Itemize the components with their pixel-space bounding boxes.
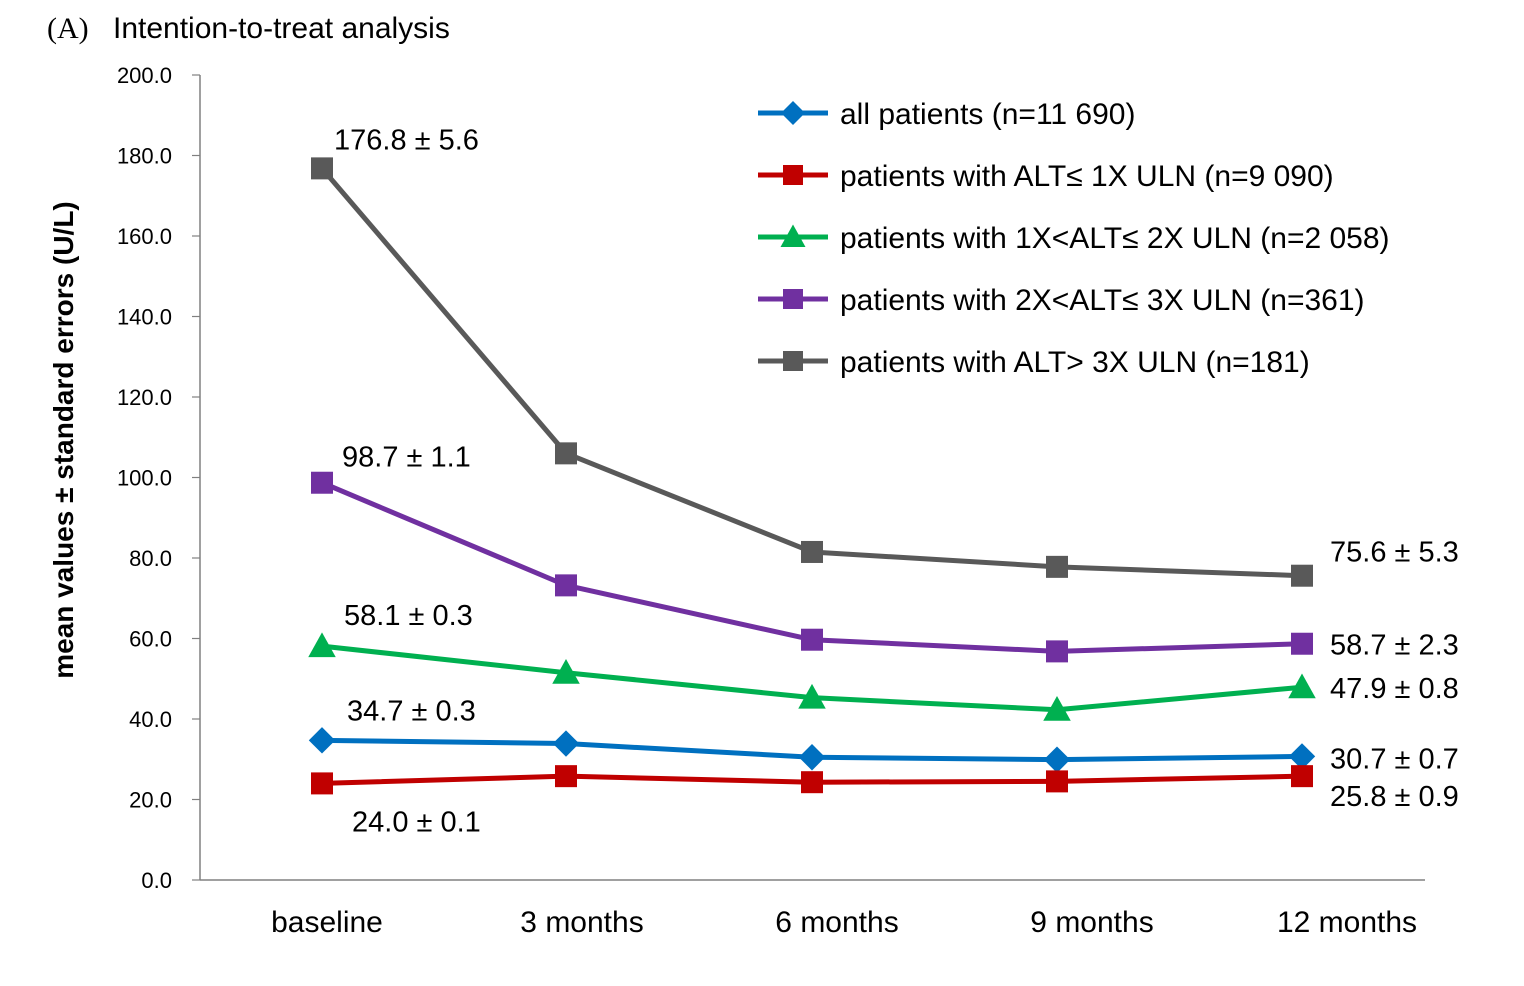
data-label-first: 24.0 ± 0.1 <box>352 806 481 838</box>
y-tick-label: 200.0 <box>117 63 172 88</box>
data-point <box>1043 695 1071 721</box>
data-point <box>311 772 333 795</box>
series-4 <box>311 157 1313 587</box>
data-point <box>1288 743 1316 770</box>
y-tick-label: 100.0 <box>117 466 172 491</box>
data-point <box>1046 770 1068 793</box>
legend-marker <box>783 351 803 371</box>
x-ticks: baseline 3 months 6 months 9 months 12 month… <box>271 906 1417 939</box>
chart-title: Intention-to-treat analysis <box>113 12 450 45</box>
legend-item: all patients (n=11 690) <box>758 98 1135 131</box>
data-point <box>308 727 336 754</box>
data-label-last: 75.6 ± 5.3 <box>1330 537 1459 569</box>
data-point <box>555 442 577 465</box>
y-tick-label: 180.0 <box>117 144 172 169</box>
legend-item: patients with ALT> 3X ULN (n=181) <box>758 346 1310 379</box>
legend-label: patients with ALT> 3X ULN (n=181) <box>840 346 1310 379</box>
data-label-first: 98.7 ± 1.1 <box>342 442 471 474</box>
legend-label: all patients (n=11 690) <box>840 98 1135 131</box>
series-1 <box>311 765 1313 795</box>
data-point <box>1043 746 1071 773</box>
series-group <box>308 157 1316 795</box>
data-labels: 34.7 ± 0.3 30.7 ± 0.7 24.0 ± 0.1 25.8 ± 0.9… <box>334 124 1459 838</box>
legend-item: patients with 1X<ALT≤ 2X ULN (n=2 058) <box>758 222 1390 255</box>
data-point <box>552 730 580 757</box>
x-tick-label: 3 months <box>520 906 643 939</box>
y-tick-label: 40.0 <box>129 707 172 732</box>
series-0 <box>308 727 1316 773</box>
x-tick-label: baseline <box>271 906 383 939</box>
y-axis-label: mean values ± standard errors (U/L) <box>48 201 79 679</box>
x-tick-label: 6 months <box>775 906 898 939</box>
data-point <box>801 540 823 563</box>
data-point <box>1291 632 1313 655</box>
data-label-last: 47.9 ± 0.8 <box>1330 673 1459 705</box>
x-tick-label: 12 months <box>1277 906 1417 939</box>
data-label-last: 58.7 ± 2.3 <box>1330 630 1459 662</box>
data-point <box>1046 640 1068 663</box>
y-tick-label: 160.0 <box>117 224 172 249</box>
data-label-last: 30.7 ± 0.7 <box>1330 743 1459 775</box>
data-point <box>555 765 577 788</box>
legend-marker <box>780 224 806 247</box>
legend-item: patients with 2X<ALT≤ 3X ULN (n=361) <box>758 284 1365 317</box>
data-point <box>1291 564 1313 587</box>
data-point <box>1291 765 1313 788</box>
data-label-first: 58.1 ± 0.3 <box>344 600 473 632</box>
legend-label: patients with 1X<ALT≤ 2X ULN (n=2 058) <box>840 222 1390 255</box>
data-label-last: 25.8 ± 0.9 <box>1330 781 1459 813</box>
data-point <box>311 157 333 180</box>
legend-label: patients with ALT≤ 1X ULN (n=9 090) <box>840 160 1334 193</box>
data-point <box>798 744 826 771</box>
legend-marker <box>783 165 803 185</box>
series-2 <box>308 632 1316 721</box>
y-tick-label: 60.0 <box>129 627 172 652</box>
data-point <box>555 574 577 597</box>
data-point <box>1046 555 1068 578</box>
y-tick-label: 20.0 <box>129 788 172 813</box>
y-tick-label: 140.0 <box>117 305 172 330</box>
legend-item: patients with ALT≤ 1X ULN (n=9 090) <box>758 160 1334 193</box>
data-point <box>801 628 823 651</box>
data-point <box>801 771 823 794</box>
legend-marker <box>783 289 803 309</box>
data-label-first: 176.8 ± 5.6 <box>334 124 479 156</box>
data-point <box>1288 673 1316 699</box>
y-tick-label: 80.0 <box>129 546 172 571</box>
data-point <box>308 632 336 658</box>
data-label-first: 34.7 ± 0.3 <box>347 695 476 727</box>
legend: all patients (n=11 690) patients with ALT… <box>758 98 1390 379</box>
panel-label: (A) <box>47 12 89 45</box>
legend-marker <box>781 101 805 125</box>
data-point <box>798 683 826 709</box>
x-tick-label: 9 months <box>1030 906 1153 939</box>
data-point <box>311 471 333 494</box>
y-tick-label: 0.0 <box>141 868 172 893</box>
y-tick-label: 120.0 <box>117 385 172 410</box>
legend-label: patients with 2X<ALT≤ 3X ULN (n=361) <box>840 284 1365 317</box>
series-3 <box>311 471 1313 663</box>
y-ticks: 0.0 20.0 40.0 60.0 80.0 100.0 120.0 140.0 160.0 1… <box>117 63 200 893</box>
data-point <box>552 658 580 684</box>
